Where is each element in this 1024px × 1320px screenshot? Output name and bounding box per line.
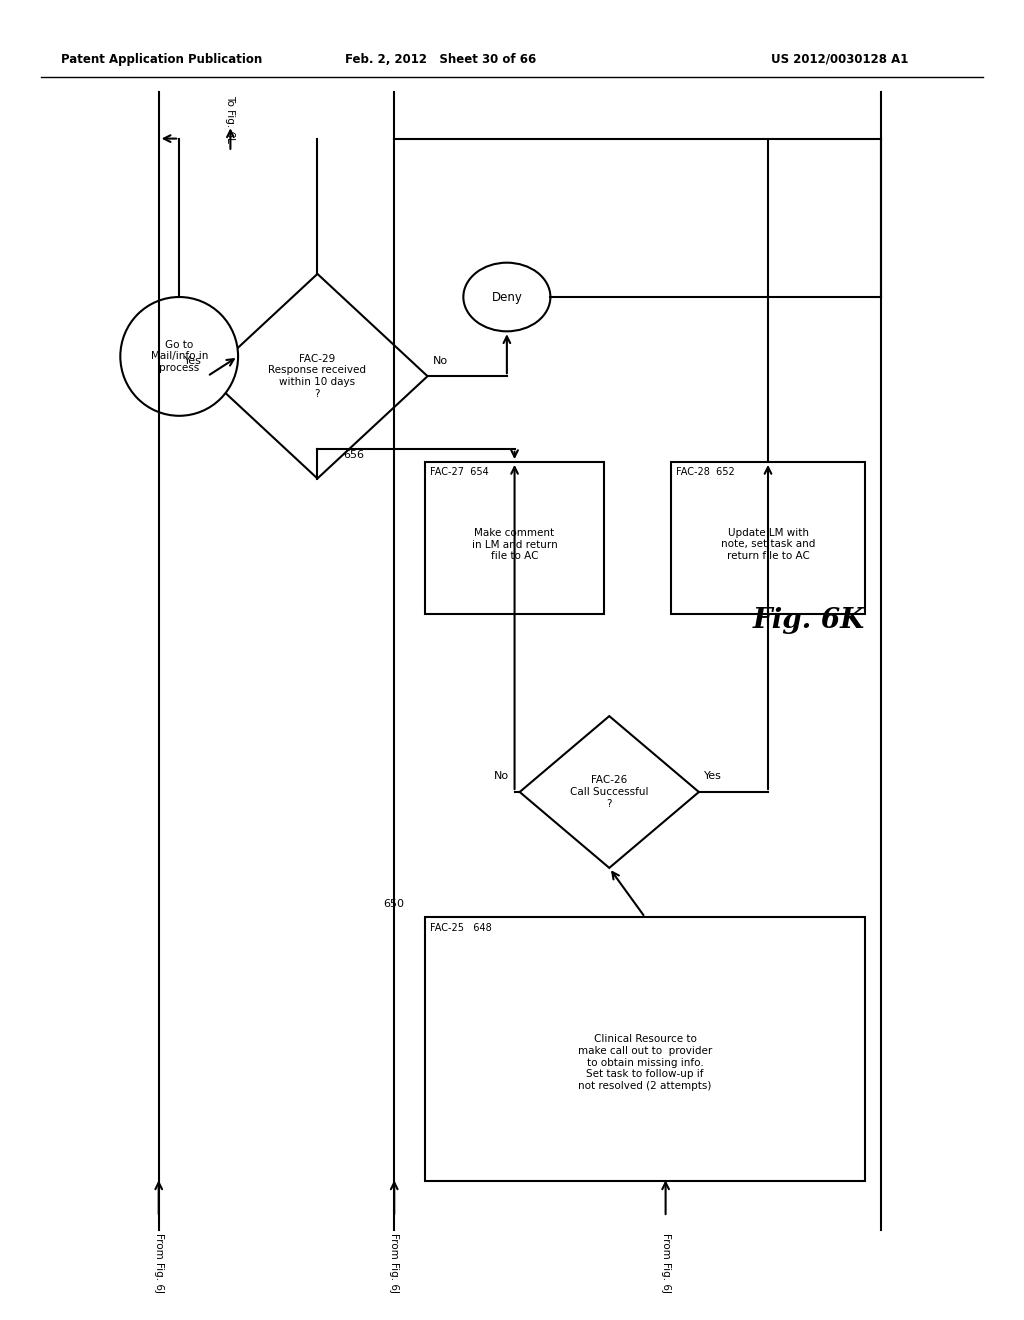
Text: No: No [495, 771, 509, 781]
Text: Yes: Yes [705, 771, 722, 781]
Text: 650: 650 [383, 899, 404, 909]
Text: Go to
Mail/info in
process: Go to Mail/info in process [151, 339, 208, 374]
Text: Yes: Yes [184, 355, 203, 366]
Text: From Fig. 6J: From Fig. 6J [389, 1233, 399, 1294]
Text: Clinical Resource to
make call out to  provider
to obtain missing info.
Set task: Clinical Resource to make call out to pr… [578, 1035, 713, 1090]
Text: FAC-26
Call Successful
?: FAC-26 Call Successful ? [570, 775, 648, 809]
Text: Feb. 2, 2012   Sheet 30 of 66: Feb. 2, 2012 Sheet 30 of 66 [345, 53, 536, 66]
Text: FAC-29
Response received
within 10 days
?: FAC-29 Response received within 10 days … [268, 354, 367, 399]
Text: No: No [432, 355, 447, 366]
Text: From Fig. 6J: From Fig. 6J [154, 1233, 164, 1294]
Polygon shape [519, 715, 698, 869]
Text: FAC-27  654: FAC-27 654 [430, 467, 488, 478]
Text: FAC-28  652: FAC-28 652 [676, 467, 734, 478]
Text: To Fig. 6L: To Fig. 6L [225, 95, 236, 143]
Text: 656: 656 [343, 450, 365, 461]
Ellipse shape [463, 263, 551, 331]
Text: Deny: Deny [492, 290, 522, 304]
Polygon shape [207, 275, 428, 479]
Text: Update LM with
note, set task and
return file to AC: Update LM with note, set task and return… [721, 528, 815, 561]
FancyBboxPatch shape [425, 462, 604, 614]
Text: From Fig. 6J: From Fig. 6J [660, 1233, 671, 1294]
FancyBboxPatch shape [671, 462, 865, 614]
Text: FAC-25   648: FAC-25 648 [430, 923, 492, 933]
Text: US 2012/0030128 A1: US 2012/0030128 A1 [771, 53, 908, 66]
Ellipse shape [121, 297, 238, 416]
Text: Make comment
in LM and return
file to AC: Make comment in LM and return file to AC [472, 528, 557, 561]
FancyBboxPatch shape [425, 917, 865, 1181]
Text: Fig. 6K: Fig. 6K [753, 607, 865, 634]
Text: Patent Application Publication: Patent Application Publication [61, 53, 263, 66]
